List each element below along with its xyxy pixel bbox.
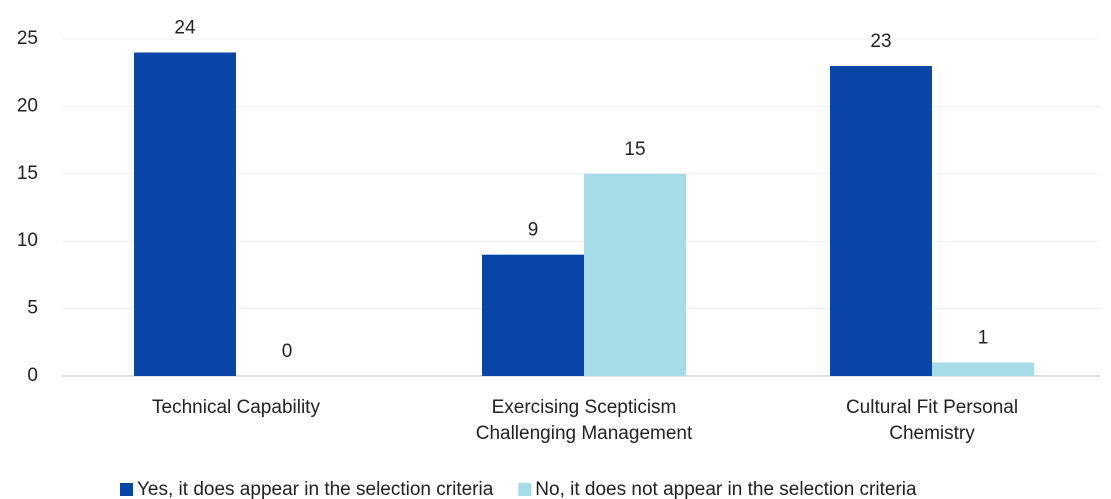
bar bbox=[932, 362, 1034, 376]
value-label: 9 bbox=[528, 220, 539, 241]
y-tick-label: 10 bbox=[17, 230, 38, 251]
legend-label: Yes, it does appear in the selection cri… bbox=[137, 479, 494, 499]
legend-swatch bbox=[518, 483, 532, 496]
y-tick-label: 0 bbox=[27, 365, 38, 386]
bar bbox=[134, 52, 236, 376]
value-label: 23 bbox=[870, 31, 891, 52]
x-tick-label: Technical Capability bbox=[152, 397, 320, 418]
x-tick-label: Challenging Management bbox=[476, 423, 693, 444]
x-tick-label: Chemistry bbox=[889, 423, 975, 444]
y-tick-label: 5 bbox=[27, 298, 38, 319]
value-label: 1 bbox=[978, 328, 989, 349]
value-label: 0 bbox=[282, 341, 293, 362]
y-tick-label: 15 bbox=[17, 163, 38, 184]
bar bbox=[482, 254, 584, 376]
x-tick-label: Exercising Scepticism bbox=[492, 397, 677, 418]
y-tick-label: 25 bbox=[17, 28, 38, 49]
bar bbox=[830, 65, 932, 377]
x-tick-label: Cultural Fit Personal bbox=[846, 397, 1018, 418]
y-tick-label: 20 bbox=[17, 95, 38, 116]
value-label: 15 bbox=[624, 139, 645, 160]
legend-label: No, it does not appear in the selection … bbox=[535, 479, 917, 499]
legend-swatch bbox=[120, 483, 133, 496]
bar bbox=[584, 173, 686, 376]
value-label: 24 bbox=[174, 17, 196, 38]
